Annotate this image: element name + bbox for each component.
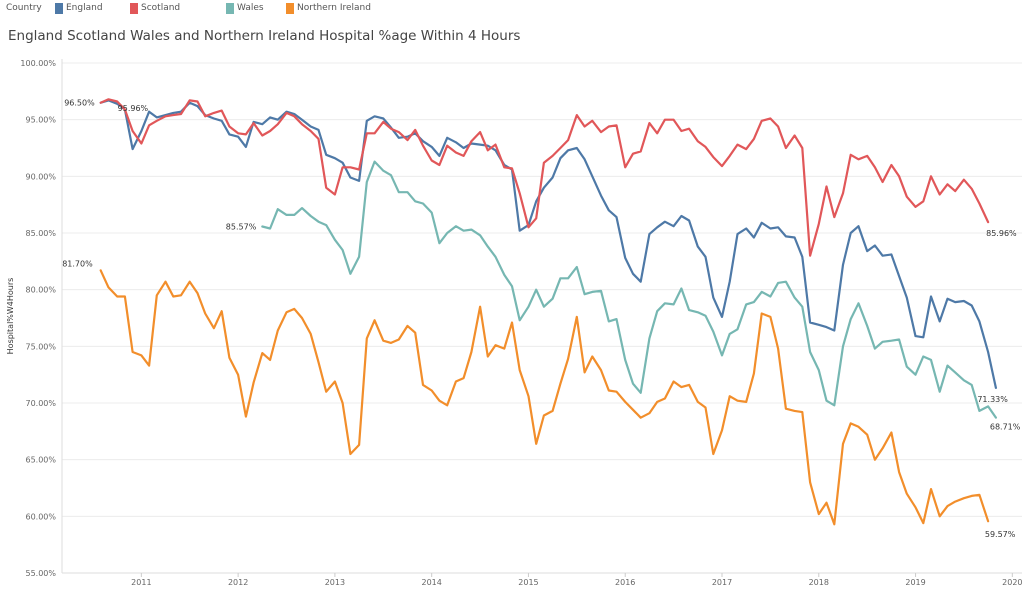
legend-label-england: England [66,3,103,13]
legend: Country England Scotland Wales Northern … [0,0,1024,18]
legend-swatch-scotland [130,2,138,14]
data-label: 59.57% [985,530,1016,539]
data-label: 95.96% [118,104,149,113]
legend-title: Country [6,3,42,13]
data-label: 71.33% [977,395,1008,404]
y-tick-label: 95.00% [25,116,56,125]
y-tick-label: 80.00% [25,286,56,295]
grid [61,59,1022,574]
x-tick-label: 2013 [325,578,345,587]
x-tick-label: 2019 [905,578,925,587]
y-tick-label: 100.00% [20,59,56,68]
series-line-scotland[interactable] [99,98,990,257]
data-label: 68.71% [990,423,1021,432]
x-tick-label: 2015 [518,578,538,587]
x-tick-label: 2011 [131,578,151,587]
x-tick-label: 2016 [615,578,635,587]
y-tick-label: 75.00% [25,342,56,351]
legend-item-scotland[interactable]: Scotland [130,1,180,15]
y-axis-label: Hospital%W4Hours [6,278,15,355]
y-tick-label: 55.00% [25,569,56,578]
y-tick-label: 85.00% [25,229,56,238]
data-label: 85.57% [226,223,257,232]
data-labels: 96.50% 95.96% 85.57% 81.70% 85.96% 71.33% 68.7… [62,99,1021,540]
y-axis-ticks: 55.00% 60.00% 65.00% 70.00% 75.00% 80.00% 85.0… [20,59,56,578]
series-line-england[interactable] [99,99,997,389]
x-tick-label: 2020 [1002,578,1022,587]
legend-label-wales: Wales [237,3,264,13]
data-label: 96.50% [64,99,95,108]
y-tick-label: 90.00% [25,172,56,181]
data-label: 85.96% [986,229,1017,238]
series-line-wales[interactable] [261,160,997,419]
data-label: 81.70% [62,259,93,268]
x-tick-label: 2012 [228,578,248,587]
series-lines [99,98,997,526]
legend-label-scotland: Scotland [141,3,181,13]
series-line-northern-ireland[interactable] [99,269,990,526]
legend-item-northern-ireland[interactable]: Northern Ireland [286,1,371,15]
x-tick-label: 2018 [809,578,829,587]
x-tick-label: 2017 [712,578,732,587]
y-tick-label: 60.00% [25,512,56,521]
x-tick-label: 2014 [421,578,441,587]
x-axis-ticks: 2011 2012 2013 2014 2015 2016 2017 2018 2019 2020 [131,573,1023,587]
chart-title: England Scotland Wales and Northern Irel… [8,28,521,44]
legend-label-northern-ireland: Northern Ireland [297,3,371,13]
legend-swatch-northern-ireland [286,2,294,14]
legend-swatch-wales [226,2,234,14]
y-tick-label: 65.00% [25,456,56,465]
legend-swatch-england [55,2,63,14]
legend-item-england[interactable]: England [55,1,103,15]
legend-item-wales[interactable]: Wales [226,1,264,15]
y-tick-label: 70.00% [25,399,56,408]
